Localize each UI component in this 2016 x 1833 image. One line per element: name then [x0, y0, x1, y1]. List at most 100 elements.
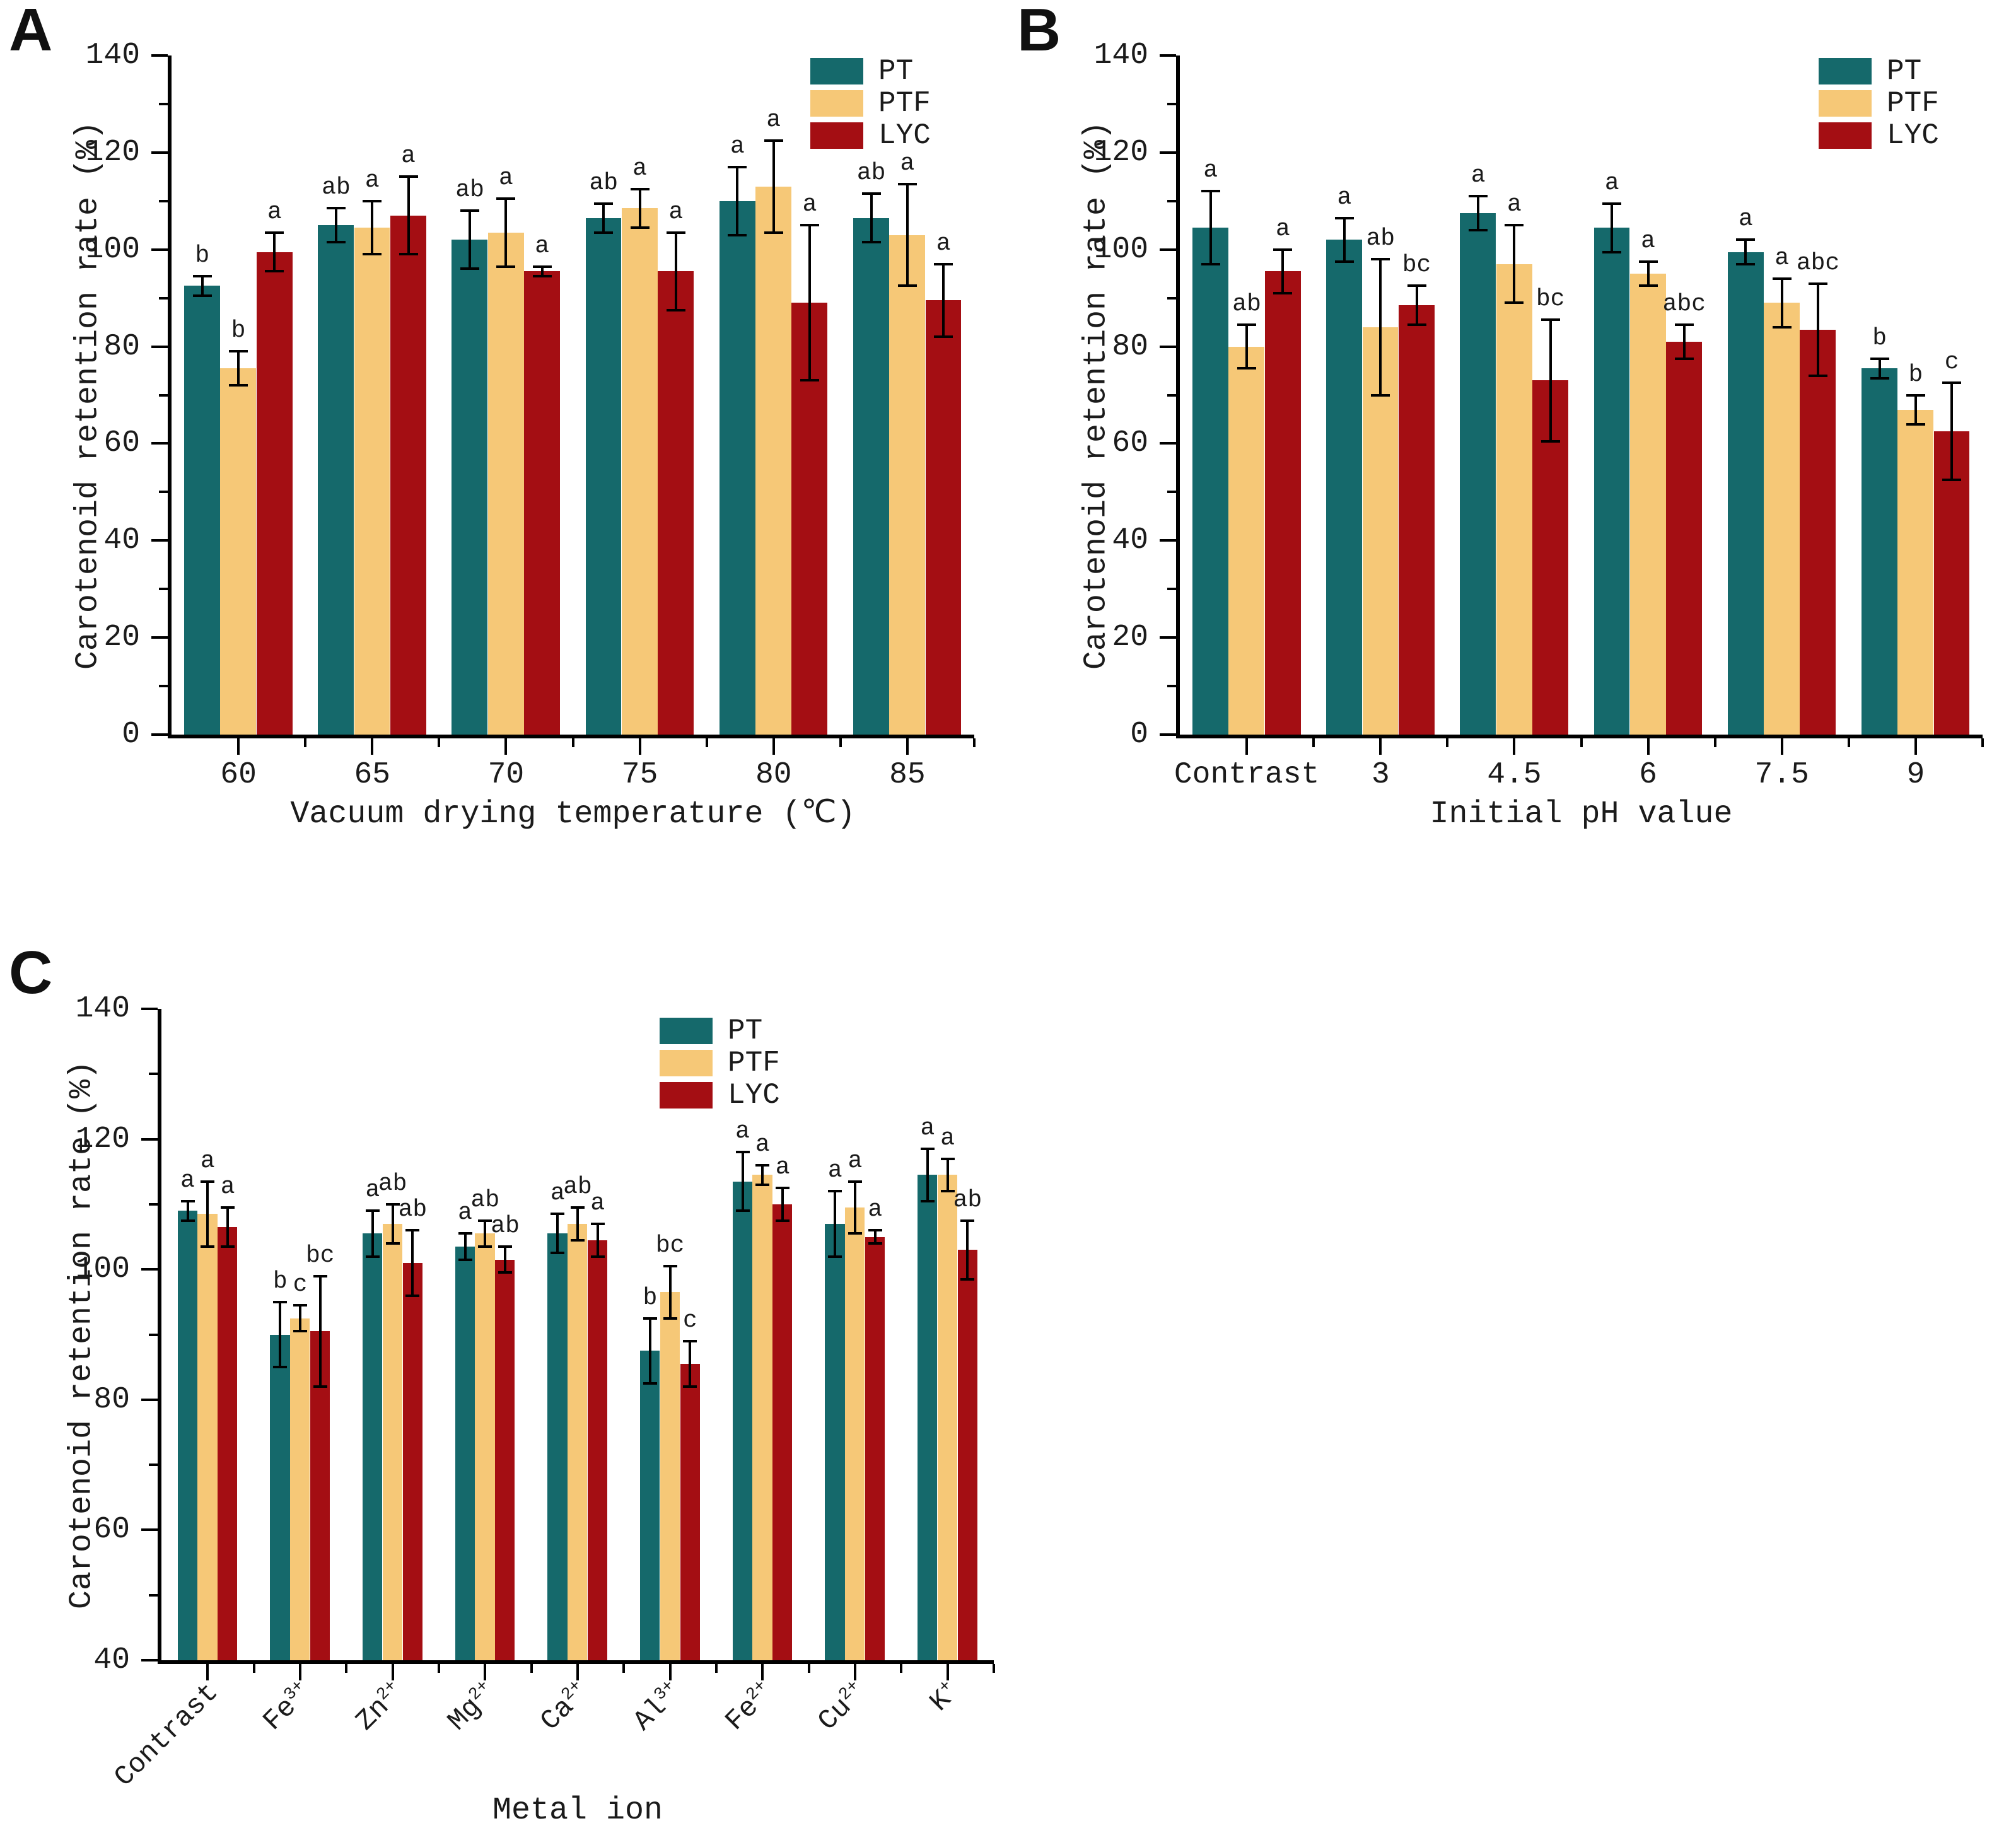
significance-letter: a: [1275, 215, 1290, 243]
y-tick-label: 100: [1093, 232, 1148, 267]
error-bar: [906, 183, 909, 286]
error-bar-bottom-cap: [405, 1294, 420, 1297]
panel-c-legend: PT PTF LYC: [660, 1016, 780, 1113]
error-bar-top-cap: [1809, 282, 1828, 285]
error-bar: [1549, 320, 1552, 441]
y-axis-line: [1176, 55, 1180, 738]
error-bar-top-cap: [868, 1229, 882, 1232]
error-bar-bottom-cap: [265, 270, 284, 273]
y-minor-tick: [149, 1593, 158, 1597]
y-major-tick: [1160, 345, 1176, 348]
panel-c-y-axis-title: Carotenoid retention rate (%): [64, 1060, 100, 1609]
error-bar: [761, 1165, 764, 1185]
bar-pt-1: [184, 286, 220, 735]
bar-pt-6: [1861, 368, 1897, 735]
bar-lyc-3: [524, 271, 560, 735]
bar-ptf-4: [621, 208, 658, 735]
significance-letter: b: [1872, 324, 1887, 352]
error-bar-top-cap: [1772, 277, 1792, 280]
error-bar: [1513, 225, 1516, 303]
bar-ptf-5: [568, 1223, 588, 1660]
error-bar: [206, 1181, 209, 1247]
bar-lyc-8: [865, 1237, 885, 1660]
significance-letter: a: [1641, 227, 1655, 255]
x-minor-tick: [622, 1664, 626, 1673]
significance-letter: bc: [1402, 252, 1431, 279]
x-major-tick: [576, 1664, 579, 1680]
error-bar: [772, 140, 775, 233]
panel-a-legend: PT PTF LYC: [810, 57, 931, 153]
error-bar-bottom-cap: [1273, 291, 1293, 294]
y-major-tick: [151, 539, 168, 542]
error-bar-bottom-cap: [458, 1258, 472, 1261]
error-bar-bottom-cap: [1674, 357, 1694, 360]
significance-letter: a: [735, 1118, 750, 1146]
bar-lyc-3: [402, 1262, 422, 1660]
bar-ptf-5: [755, 186, 791, 735]
error-bar: [273, 232, 276, 272]
error-bar: [1780, 278, 1783, 327]
error-bar-top-cap: [1237, 323, 1257, 326]
error-bar: [1415, 286, 1418, 325]
panel-b-label: B: [1017, 0, 1061, 64]
x-axis-line: [1176, 735, 1983, 738]
bar-pt-7: [732, 1181, 752, 1660]
x-minor-tick: [1847, 738, 1850, 747]
x-major-tick: [1379, 738, 1382, 755]
panel-c-plot: 40 60 80 100 120 140 Contrast a a a Fe3+ b c bc Zn2+ a a…: [0, 883, 1008, 1793]
bar-pt-4: [455, 1247, 475, 1660]
y-minor-tick: [1167, 199, 1176, 202]
error-bar-top-cap: [683, 1339, 697, 1342]
significance-letter: a: [1337, 183, 1352, 211]
y-minor-tick: [1167, 296, 1176, 300]
bar-lyc-4: [495, 1259, 515, 1660]
x-tick-label: 85: [889, 758, 926, 792]
bar-lyc-6: [1933, 431, 1970, 735]
bar-pt-8: [825, 1223, 845, 1660]
y-minor-tick: [1167, 102, 1176, 105]
error-bar-top-cap: [478, 1219, 492, 1222]
error-bar-top-cap: [1505, 224, 1524, 227]
error-bar: [299, 1305, 301, 1332]
significance-letter: a: [1604, 169, 1619, 197]
error-bar-bottom-cap: [1602, 250, 1622, 253]
error-bar: [689, 1341, 692, 1387]
significance-letter: a: [848, 1147, 863, 1175]
x-minor-tick: [1446, 738, 1449, 747]
bar-ptf-2: [354, 228, 390, 735]
x-major-tick: [371, 738, 374, 755]
error-bar-top-cap: [1870, 357, 1889, 360]
error-bar-top-cap: [192, 275, 212, 278]
error-bar: [674, 232, 677, 310]
legend-label-lyc: LYC: [728, 1079, 780, 1112]
y-major-tick: [151, 345, 168, 348]
error-bar: [596, 1223, 599, 1257]
x-major-tick: [638, 738, 641, 755]
error-bar: [602, 203, 605, 233]
error-bar-top-cap: [1201, 190, 1220, 193]
x-major-tick: [906, 738, 909, 755]
legend-row: PT: [1819, 57, 1939, 86]
bar-pt-9: [918, 1175, 938, 1660]
x-minor-tick: [993, 1664, 995, 1673]
bar-ptf-1: [197, 1214, 218, 1660]
error-bar: [1245, 324, 1249, 369]
y-major-tick: [1160, 539, 1176, 542]
significance-letter: ab: [470, 1186, 500, 1214]
significance-letter: b: [195, 242, 210, 270]
bar-ptf-5: [1764, 303, 1800, 735]
error-bar: [201, 276, 204, 296]
error-bar: [834, 1191, 837, 1257]
y-major-tick: [141, 1268, 158, 1271]
y-minor-tick: [159, 491, 168, 494]
error-bar-bottom-cap: [229, 384, 248, 387]
y-major-tick: [141, 1659, 158, 1661]
error-bar-bottom-cap: [848, 1232, 862, 1235]
significance-letter: a: [940, 1124, 955, 1152]
significance-letter: b: [643, 1284, 658, 1312]
error-bar-top-cap: [1736, 238, 1756, 241]
bar-pt-1: [177, 1211, 197, 1660]
error-bar-bottom-cap: [460, 267, 480, 271]
legend-label-pt: PT: [878, 55, 914, 88]
